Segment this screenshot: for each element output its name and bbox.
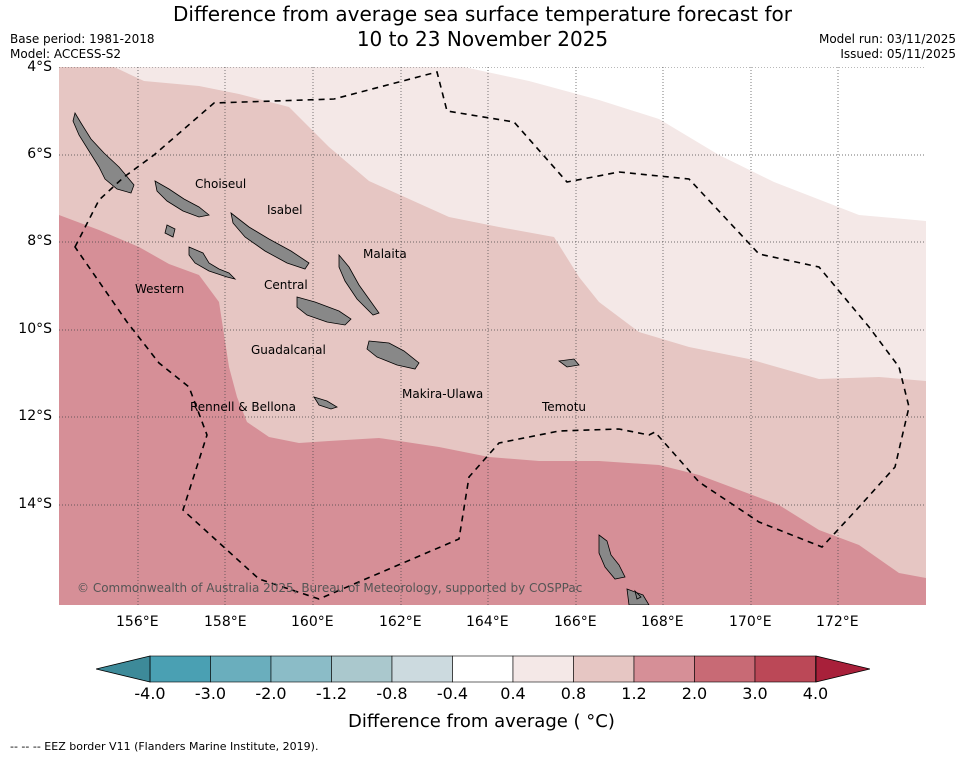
region-label-rennell-bellona: Rennell & Bellona <box>190 400 297 414</box>
colorbar-segment-1 <box>210 655 272 683</box>
colorbar-tick-2: -2.0 <box>255 684 287 703</box>
colorbar-segment-7 <box>573 655 635 683</box>
island-central <box>296 296 352 326</box>
colorbar-tick-3: -1.2 <box>315 684 348 703</box>
graticule <box>59 67 926 605</box>
lon-label-160e: 160°E <box>291 614 334 630</box>
model-name: Model: ACCESS-S2 <box>10 47 122 61</box>
island-malaita <box>338 253 380 316</box>
region-label-isabel: Isabel <box>267 203 303 217</box>
lat-label-10s: 10°S <box>18 321 52 337</box>
colorbar-segment-5 <box>452 655 514 683</box>
colorbar-tick-0: -4.0 <box>134 684 166 703</box>
chart-title: Difference from average sea surface temp… <box>0 2 965 52</box>
base-period: Base period: 1981-2018 <box>10 32 155 46</box>
lat-label-14s: 14°S <box>18 496 52 512</box>
copyright-text: © Commonwealth of Australia 2025, Bureau… <box>77 581 582 595</box>
colorbar-segments <box>149 655 816 683</box>
lon-label-172e: 172°E <box>816 614 859 630</box>
island-new-georgia <box>188 246 237 280</box>
island-choiseul <box>154 180 210 218</box>
colorbar-tick-9: 2.0 <box>681 684 708 703</box>
colorbar-segment-2 <box>270 655 332 683</box>
region-label-western: Western <box>135 282 185 296</box>
lon-label-158e: 158°E <box>204 614 247 630</box>
colorbar-tick-4: -0.8 <box>376 684 408 703</box>
lon-label-162e: 162°E <box>379 614 422 630</box>
colorbar-tick-8: 1.2 <box>621 684 647 703</box>
colorbar-tick-6: 0.4 <box>500 684 526 703</box>
island-temotu <box>557 358 580 368</box>
lat-label-12s: 12°S <box>18 408 52 424</box>
lat-label-6s: 6°S <box>27 146 52 162</box>
eez-border <box>74 71 910 600</box>
colorbar-tick-11: 4.0 <box>802 684 829 703</box>
lon-label-170e: 170°E <box>729 614 772 630</box>
colorbar-low-extend <box>96 655 151 683</box>
colorbar-segment-6 <box>512 655 574 683</box>
region-label-malaita: Malaita <box>363 247 407 261</box>
lon-label-156e: 156°E <box>116 614 159 630</box>
island-rennell <box>313 396 338 410</box>
island-guadalcanal <box>366 340 420 370</box>
island-choiseul-chain <box>72 111 135 194</box>
colorbar-tick-labels: -4.0 -3.0 -2.0 -1.2 -0.8 -0.4 0.4 0.8 1.2 2.0 3.0 4… <box>134 684 828 704</box>
region-label-temotu: Temotu <box>542 400 587 414</box>
island-vanuatu-north <box>598 534 626 580</box>
colorbar-segment-10 <box>754 655 816 683</box>
colorbar-high-extend <box>815 655 870 683</box>
title-line-1: Difference from average sea surface temp… <box>172 2 792 26</box>
island-isabel <box>230 212 310 270</box>
colorbar-segment-4 <box>391 655 453 683</box>
lon-label-168e: 168°E <box>641 614 684 630</box>
land-masses <box>72 111 650 605</box>
colorbar-tick-1: -3.0 <box>194 684 227 703</box>
colorbar-segment-0 <box>149 655 211 683</box>
colorbar-segment-9 <box>694 655 756 683</box>
island-small-1 <box>164 224 176 238</box>
region-label-choiseul: Choiseul <box>195 177 247 191</box>
region-label-central: Central <box>264 278 308 292</box>
anomaly-band-1.2-2.0 <box>59 215 926 605</box>
region-label-makira-ulawa: Makira-Ulawa <box>402 387 484 401</box>
colorbar-tick-5: -0.4 <box>436 684 469 703</box>
colorbar-segment-3 <box>331 655 393 683</box>
island-small-2 <box>634 589 642 600</box>
map-panel: © Commonwealth of Australia 2025, Bureau… <box>59 67 926 605</box>
lon-label-166e: 166°E <box>554 614 597 630</box>
colorbar-tick-7: 0.8 <box>560 684 587 703</box>
lat-label-4s: 4°S <box>27 59 52 75</box>
colorbar-tick-10: 3.0 <box>742 684 768 703</box>
colorbar-segment-8 <box>633 655 695 683</box>
map-canvas: © Commonwealth of Australia 2025, Bureau… <box>59 67 926 605</box>
colorbar <box>96 655 870 683</box>
region-label-guadalcanal: Guadalcanal <box>251 343 326 357</box>
eez-footnote: -- -- -- EEZ border V11 (Flanders Marine… <box>10 740 319 753</box>
lon-label-164e: 164°E <box>466 614 509 630</box>
title-line-2: 10 to 23 November 2025 <box>356 27 609 51</box>
issued-date: Issued: 05/11/2025 <box>840 47 956 61</box>
model-run: Model run: 03/11/2025 <box>818 32 956 46</box>
lat-label-8s: 8°S <box>27 233 52 249</box>
colorbar-label: Difference from average ( °C) <box>348 711 615 732</box>
